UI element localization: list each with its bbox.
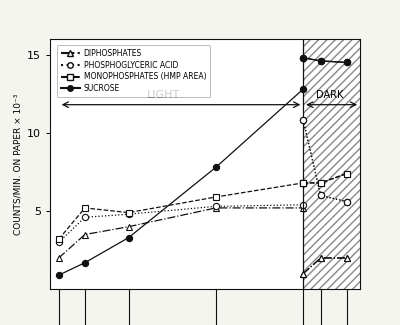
Legend: DIPHOSPHATES, PHOSPHOGLYCERIC ACID, MONOPHOSPHATES (HMP AREA), SUCROSE: DIPHOSPHATES, PHOSPHOGLYCERIC ACID, MONO… — [57, 45, 210, 97]
Y-axis label: COUNTS/MIN. ON PAPER × 10⁻³: COUNTS/MIN. ON PAPER × 10⁻³ — [14, 94, 23, 235]
Text: LIGHT: LIGHT — [147, 90, 180, 100]
Bar — [303, 39, 360, 289]
Text: DARK: DARK — [316, 90, 343, 100]
Bar — [303, 39, 360, 289]
